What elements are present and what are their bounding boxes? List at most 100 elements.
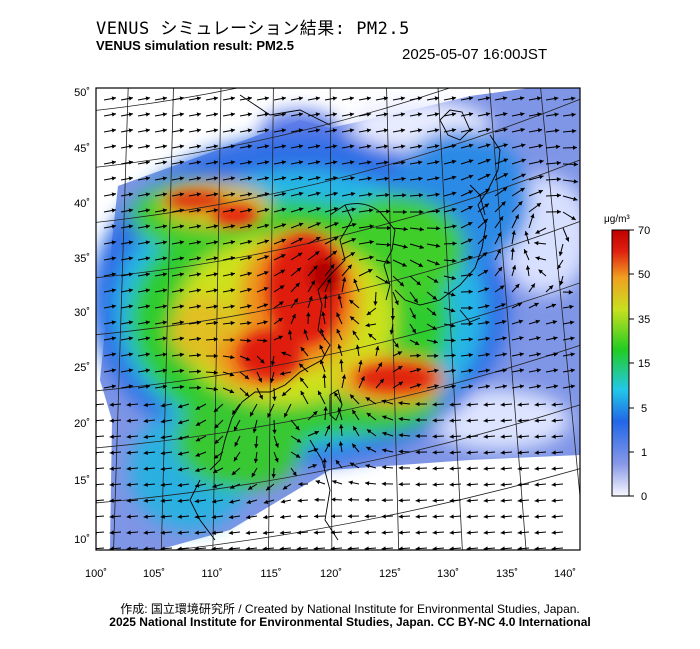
wind-arrow-head — [432, 466, 437, 471]
wind-arrow-head — [403, 226, 408, 232]
wind-arrow-head — [502, 112, 508, 117]
wind-arrow-head — [111, 176, 117, 181]
wind-arrow-head — [451, 175, 457, 180]
wind-arrow-head — [534, 241, 539, 246]
wind-arrow-head — [402, 209, 407, 215]
wind-arrow-head — [162, 96, 168, 101]
wind-arrow-head — [280, 499, 286, 504]
wind-arrow-head — [213, 337, 218, 342]
wind-arrow-head — [263, 287, 269, 292]
wind-arrow-head — [160, 546, 165, 550]
wind-arrow-head — [551, 482, 556, 487]
wind-arrow-head — [228, 514, 234, 520]
wind-arrow-head — [295, 282, 300, 288]
wind-arrow-head — [282, 391, 287, 397]
wind-arrow — [96, 483, 105, 486]
lat-label: 40˚ — [74, 198, 90, 210]
wind-arrow-head — [520, 187, 525, 192]
wind-arrow-head — [366, 128, 372, 133]
timestamp: 2025-05-07 16:00JST — [402, 46, 548, 63]
wind-arrow-head — [179, 96, 185, 101]
wind-arrow-head — [383, 96, 389, 101]
wind-arrow-head — [382, 431, 387, 436]
wind-arrow-head — [160, 498, 165, 503]
wind-arrow-head — [263, 338, 268, 343]
wind-arrow-head — [434, 384, 439, 389]
wind-arrow-head — [367, 176, 372, 181]
wind-arrow-head — [263, 320, 268, 325]
wind-arrow-head — [536, 368, 541, 373]
wind-arrow-head — [234, 441, 239, 447]
wind-arrow-head — [197, 385, 202, 390]
wind-arrow-head — [195, 452, 201, 457]
wind-arrow-head — [369, 208, 374, 213]
wind-arrow-head — [179, 256, 185, 261]
wind-arrow-head — [264, 96, 270, 101]
wind-arrow-head — [485, 368, 490, 373]
wind-arrow-head — [485, 384, 491, 389]
wind-arrow-head — [319, 344, 324, 350]
wind-arrow-head — [366, 310, 372, 316]
wind-arrow-head — [535, 229, 540, 234]
wind-arrow-head — [177, 451, 183, 456]
wind-arrow-head — [385, 192, 390, 198]
wind-arrow-head — [326, 424, 331, 430]
wind-arrow-head — [162, 224, 168, 229]
wind-arrow-head — [272, 429, 277, 434]
wind-arrow-head — [298, 112, 304, 117]
wind-arrow-head — [266, 486, 271, 491]
wind-arrow-head — [278, 335, 283, 340]
wind-arrow-head — [553, 384, 559, 389]
wind-arrow-head — [467, 222, 473, 227]
wind-arrow-head — [179, 368, 185, 374]
wind-arrow-head — [503, 158, 509, 163]
wind-arrow-head — [415, 546, 420, 550]
wind-arrow-head — [534, 530, 539, 535]
wind-arrow-head — [214, 423, 219, 429]
wind-arrow-head — [320, 328, 325, 334]
wind-arrow-head — [519, 352, 524, 357]
wind-arrow-head — [162, 144, 168, 149]
wind-arrow-head — [162, 128, 168, 133]
wind-arrow-head — [145, 368, 151, 373]
wind-arrow-head — [521, 173, 526, 178]
wind-arrow-head — [297, 498, 302, 503]
wind-arrow-head — [347, 530, 352, 535]
wind-arrow-head — [162, 304, 168, 309]
wind-arrow-head — [483, 402, 488, 407]
wind-arrow-head — [413, 298, 418, 303]
wind-arrow-head — [245, 356, 251, 361]
wind-arrow-head — [517, 546, 522, 550]
lat-label: 25˚ — [74, 362, 90, 374]
wind-arrow-head — [179, 176, 185, 181]
wind-arrow-head — [556, 209, 561, 215]
wind-arrow-head — [109, 530, 114, 535]
wind-arrow-head — [333, 191, 338, 196]
wind-arrow-head — [449, 418, 454, 423]
wind-arrow-head — [279, 546, 284, 550]
wind-arrow-head — [211, 546, 216, 550]
wind-arrow-head — [555, 144, 561, 150]
wind-arrow-head — [281, 128, 287, 133]
wind-arrow-head — [145, 176, 151, 181]
wind-arrow-head — [398, 546, 403, 550]
wind-arrow-head — [247, 320, 252, 326]
wind-arrow-head — [402, 262, 407, 267]
wind-arrow-head — [213, 208, 219, 213]
wind-arrow-head — [510, 247, 515, 252]
colorbar-tick-label: 50 — [638, 269, 650, 281]
wind-arrow-head — [143, 418, 148, 424]
wind-arrow-head — [483, 218, 488, 224]
wind-arrow-head — [126, 402, 131, 407]
wind-arrow-head — [145, 128, 151, 133]
wind-arrow-head — [415, 449, 420, 455]
wind-arrow — [96, 499, 105, 502]
wind-arrow-head — [368, 192, 373, 197]
wind-arrow-head — [109, 466, 114, 471]
wind-arrow-head — [451, 112, 457, 117]
wind-arrow-head — [415, 401, 420, 407]
wind-arrow-head — [466, 434, 471, 439]
wind-arrow-head — [537, 128, 543, 133]
wind-arrow-head — [468, 143, 474, 148]
wind-arrow-head — [334, 392, 339, 397]
